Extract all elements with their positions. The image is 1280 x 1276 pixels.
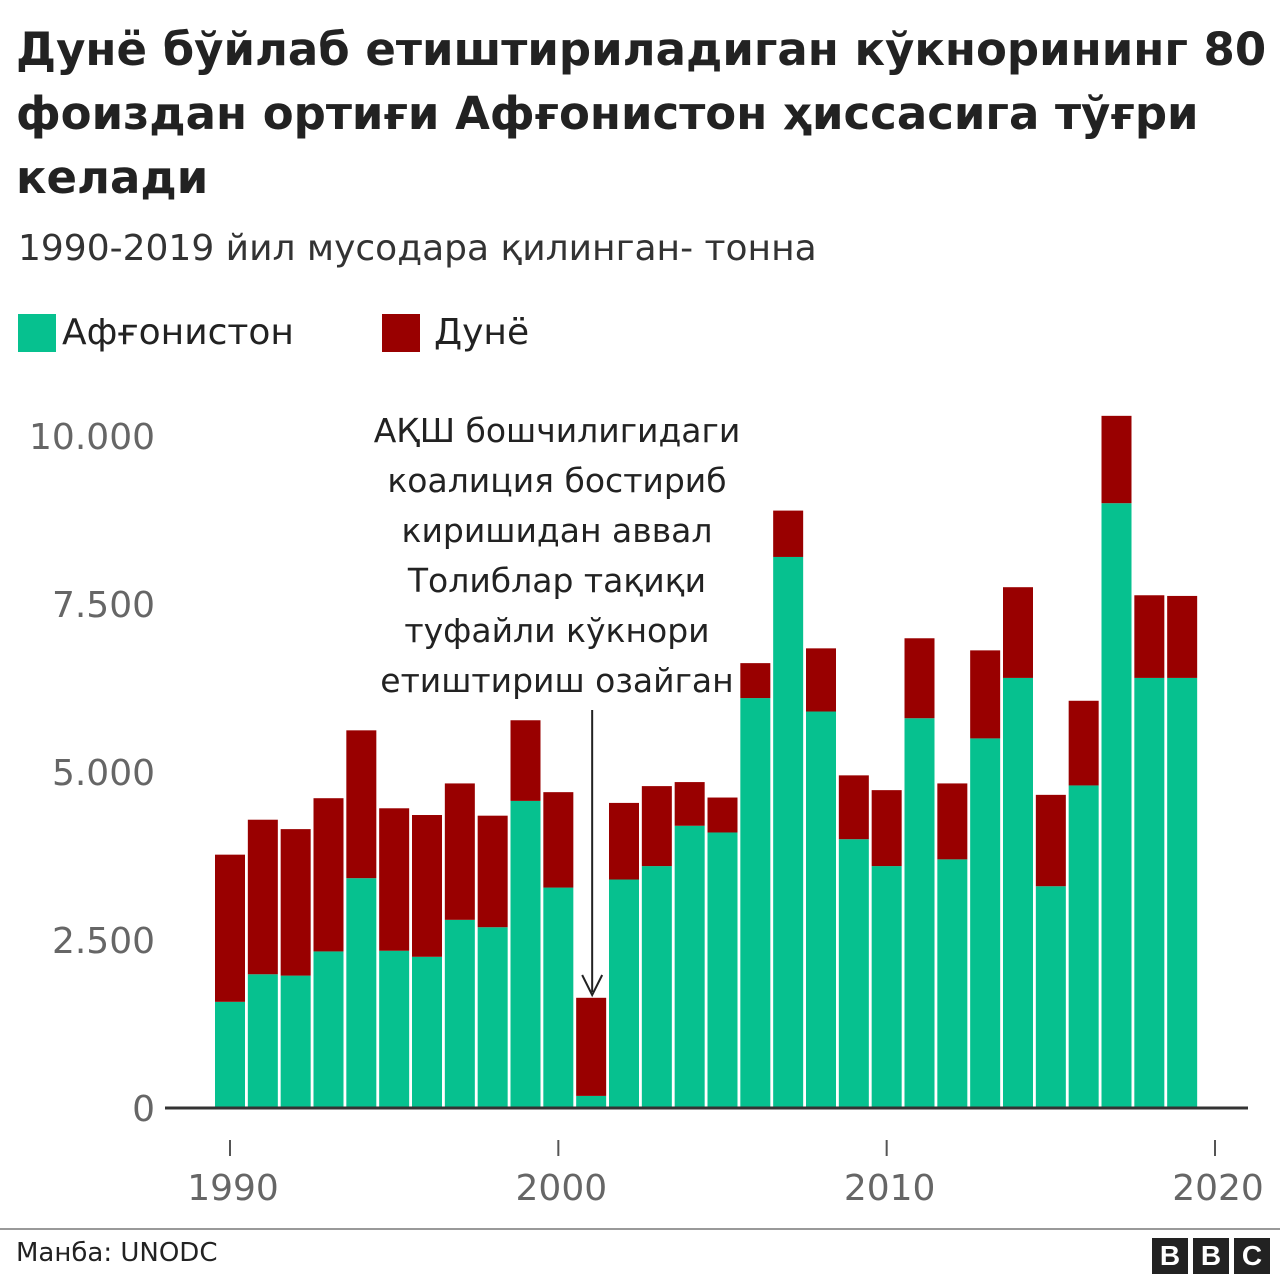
legend-label-world: Дунё [434,312,530,353]
bar-afghanistan-2019 [1167,677,1198,1108]
bar-afghanistan-2000 [543,887,574,1108]
bar-afghanistan-1990 [215,1001,245,1108]
bar-afghanistan-2010 [871,866,902,1108]
bar-world-2019 [1167,595,1198,678]
y-tick-label: 2.500 [52,921,155,962]
chart-title: Дунё бўйлаб етиштириладиган кўкнорининг … [16,23,1267,204]
legend-item-world: Дунё [382,312,529,353]
chart-subtitle: 1990-2019 йил мусодара қилинган- тонна [18,228,817,269]
annotation-text: коалиция бостириб [387,461,726,500]
bar-world-2015 [1035,794,1066,887]
bar-world-2005 [707,797,738,833]
bar-world-1994 [346,730,377,879]
bar-world-2006 [740,663,771,699]
bar-afghanistan-2018 [1134,677,1165,1108]
bar-afghanistan-2003 [641,866,672,1108]
bar-afghanistan-1992 [280,975,311,1108]
bar-afghanistan-1998 [477,927,508,1108]
bar-world-2002 [609,802,639,880]
bar-world-2003 [641,786,672,867]
bar-world-2017 [1101,415,1132,504]
bar-afghanistan-2001 [576,1095,607,1108]
annotation-text: киришидан аввал [402,511,713,550]
bar-afghanistan-1991 [247,974,278,1108]
bar-afghanistan-1996 [412,956,442,1108]
bar-world-2013 [970,650,1001,739]
bar-world-2004 [674,782,705,826]
bar-afghanistan-1997 [444,919,475,1108]
bar-world-2011 [904,638,935,719]
annotation-text: АҚШ бошчилигидаги [374,411,741,450]
y-tick-label: 7.500 [52,585,155,626]
bar-world-2014 [1003,587,1033,678]
y-tick-label: 10.000 [29,417,155,458]
bar-world-2010 [871,790,902,867]
x-tick-label: 1990 [187,1168,279,1209]
bar-world-2016 [1068,700,1099,786]
bar-world-2018 [1134,595,1165,678]
bar-world-1995 [379,808,410,951]
bar-world-1996 [412,815,442,957]
bar-afghanistan-2007 [773,556,804,1108]
annotation-arrow-head [581,974,604,998]
legend-swatch-world [382,313,420,352]
bar-afghanistan-2016 [1068,785,1099,1108]
bar-world-1992 [280,829,311,976]
bar-world-2007 [773,510,804,557]
bar-world-1990 [215,854,245,1002]
bar-world-1998 [477,815,508,928]
y-tick-label: 5.000 [52,753,155,794]
bar-afghanistan-2015 [1035,886,1066,1108]
bar-afghanistan-2011 [904,718,935,1108]
footer-divider [0,1228,1280,1230]
bar-afghanistan-1994 [346,878,377,1108]
bar-afghanistan-1993 [313,951,344,1108]
x-tick-label: 2020 [1172,1168,1264,1209]
bar-afghanistan-2005 [707,832,738,1108]
bar-world-2008 [806,648,836,712]
bar-afghanistan-1995 [379,950,410,1108]
bar-afghanistan-2006 [740,698,771,1108]
bar-world-1993 [313,798,344,952]
legend-item-afghanistan: Афғонистон [18,312,294,353]
bar-world-2012 [937,783,968,860]
x-tick-label: 2000 [516,1168,608,1209]
bar-world-1991 [247,819,278,975]
bar-afghanistan-2002 [609,879,639,1108]
bar-world-1997 [444,783,475,920]
annotation-text: туфайли кўкнори [404,611,709,650]
x-tick-label: 2010 [844,1168,936,1209]
bar-afghanistan-1999 [510,800,541,1108]
bar-world-1999 [510,720,541,801]
bar-afghanistan-2008 [806,711,836,1108]
bar-world-2009 [838,775,869,840]
bar-afghanistan-2017 [1101,503,1132,1108]
bar-afghanistan-2013 [970,738,1001,1108]
bar-afghanistan-2012 [937,859,968,1108]
annotation-text: етиштириш озайган [380,661,733,700]
legend-swatch-afghanistan [18,313,56,352]
bar-afghanistan-2004 [674,825,705,1108]
bar-world-2001 [576,997,607,1096]
y-tick-label: 0 [132,1089,155,1130]
source-note: Манба: UNODC [16,1238,218,1268]
annotation-text: Толиблар тақиқи [407,561,706,600]
legend-label-afghanistan: Афғонистон [62,312,294,353]
bar-afghanistan-2009 [838,839,869,1108]
bar-world-2000 [543,792,574,888]
bar-afghanistan-2014 [1003,677,1033,1108]
